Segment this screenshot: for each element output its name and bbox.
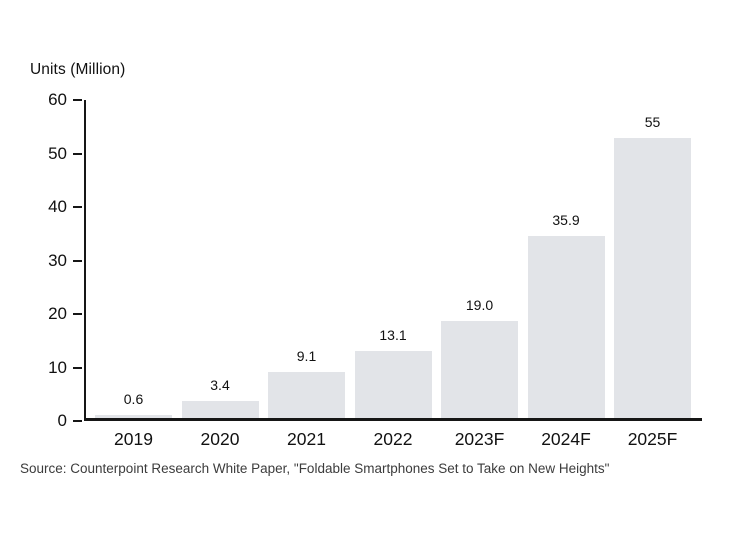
y-tick-label: 30 xyxy=(48,250,67,270)
bar-2025F xyxy=(614,138,691,418)
bar-value-label: 3.4 xyxy=(210,376,230,393)
x-axis-label: 2022 xyxy=(373,429,413,449)
bar-value-label: 13.1 xyxy=(379,327,407,344)
bar-2024F xyxy=(527,235,605,418)
bar-value-label: 19.0 xyxy=(465,297,494,314)
bar-2023F xyxy=(441,321,518,418)
y-tick-label: 0 xyxy=(57,411,67,430)
y-tick-label: 20 xyxy=(48,304,67,323)
bar-value-label: 9.1 xyxy=(296,347,317,364)
x-axis-label: 2024F xyxy=(541,429,591,449)
bar-value-label: 55 xyxy=(644,114,661,131)
plot-area: 0 10 20 30 40 50 60 0.6 2019 3.4 2020 9.1 2021 13.1 20… xyxy=(48,90,702,449)
y-tick-mark xyxy=(73,420,82,422)
y-tick-label: 10 xyxy=(48,357,67,377)
y-tick-label: 40 xyxy=(48,197,67,216)
y-tick-mark xyxy=(73,206,82,208)
bar-2021 xyxy=(268,371,345,418)
x-axis-line xyxy=(84,418,702,421)
bar-2022 xyxy=(354,351,432,418)
y-axis-title: Units (Million) xyxy=(30,61,126,78)
x-axis-label: 2021 xyxy=(287,429,326,449)
y-tick-mark xyxy=(73,99,82,101)
source-citation: Source: Counterpoint Research White Pape… xyxy=(20,461,610,476)
bar-value-label: 35.9 xyxy=(552,211,580,228)
x-axis-label: 2023F xyxy=(454,429,505,449)
y-tick-mark xyxy=(73,152,82,155)
x-axis-label: 2025F xyxy=(627,429,678,449)
bar-2020 xyxy=(181,400,259,418)
bar-2019 xyxy=(95,414,172,418)
y-axis-line xyxy=(84,100,86,421)
y-tick-mark xyxy=(73,313,82,315)
y-tick-label: 50 xyxy=(48,143,67,163)
y-tick-mark xyxy=(73,366,82,369)
bar-value-label: 0.6 xyxy=(123,390,144,407)
y-tick-mark xyxy=(73,259,82,262)
x-axis-label: 2019 xyxy=(114,429,153,449)
x-axis-label: 2020 xyxy=(200,429,240,449)
y-tick-label: 60 xyxy=(48,90,67,109)
